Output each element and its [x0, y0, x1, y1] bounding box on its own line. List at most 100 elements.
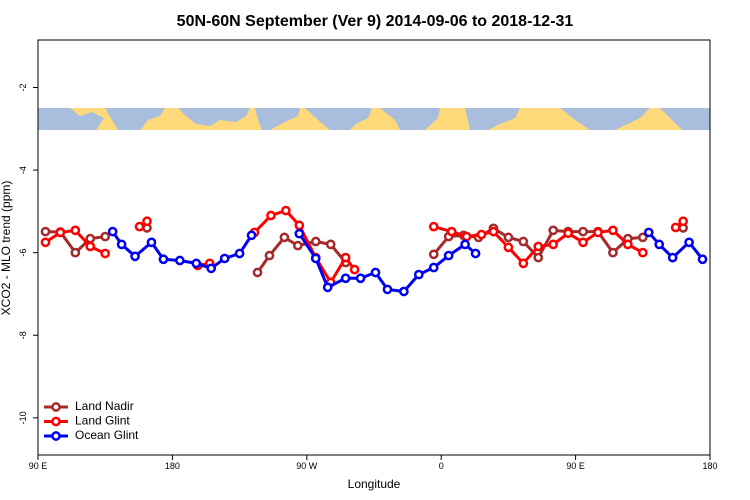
map-land: [465, 108, 520, 130]
legend-marker: [51, 402, 61, 412]
data-point: [264, 250, 275, 261]
data-point: [292, 240, 303, 251]
data-point: [608, 225, 618, 236]
y-tick-label: -10: [18, 411, 28, 424]
data-point: [654, 239, 665, 250]
data-point: [85, 233, 96, 244]
data-point: [134, 221, 145, 232]
data-point: [85, 241, 96, 252]
data-point: [460, 239, 470, 250]
data-point: [667, 252, 678, 263]
data-point: [100, 248, 111, 259]
map-land: [255, 108, 300, 130]
data-point: [325, 239, 336, 250]
data-point: [470, 248, 481, 259]
data-point: [670, 222, 681, 233]
data-point: [548, 225, 559, 236]
map-land: [105, 108, 165, 130]
data-point: [518, 236, 529, 247]
data-point: [578, 237, 588, 248]
data-point: [503, 232, 514, 243]
data-point: [428, 262, 439, 273]
legend-label: Land Nadir: [75, 399, 134, 413]
data-point: [246, 230, 257, 241]
data-point: [533, 241, 544, 252]
data-point: [116, 239, 127, 250]
map-band: [38, 108, 710, 130]
x-tick-label: 0: [439, 461, 444, 471]
data-point: [413, 269, 424, 280]
data-point: [476, 229, 487, 240]
series-line: [111, 230, 704, 293]
data-point: [461, 231, 472, 242]
x-axis-label: Longitude: [348, 477, 401, 491]
data-point: [234, 248, 245, 259]
data-point: [294, 220, 305, 231]
map-land: [38, 108, 104, 130]
data-point: [252, 267, 263, 278]
x-tick-label: 90 E: [29, 461, 48, 471]
data-point: [578, 226, 588, 237]
data-point: [593, 227, 603, 238]
data-point: [322, 282, 333, 293]
data-point: [340, 273, 351, 284]
map-land: [178, 108, 250, 126]
data-point: [355, 273, 366, 284]
data-point: [191, 258, 202, 269]
map-land: [660, 108, 710, 130]
data-point: [637, 232, 648, 243]
data-point: [428, 221, 439, 232]
data-point: [158, 254, 169, 265]
data-point: [130, 251, 140, 262]
chart-title: 50N-60N September (Ver 9) 2014-09-06 to …: [177, 13, 574, 30]
data-point: [340, 252, 351, 263]
data-point: [310, 236, 321, 247]
data-point: [279, 232, 290, 243]
data-point: [266, 210, 276, 221]
data-point: [206, 263, 217, 274]
data-point: [446, 226, 457, 237]
legend-marker: [51, 431, 61, 441]
data-point: [684, 237, 694, 248]
x-tick-label: 90 E: [566, 461, 585, 471]
legend-marker: [51, 416, 61, 427]
legend-label: Ocean Glint: [75, 428, 139, 442]
x-tick-label: 180: [165, 461, 180, 471]
y-axis-label: XCO2 - MLO trend (ppm): [0, 181, 13, 316]
data-point: [70, 247, 81, 258]
map-land: [380, 108, 440, 130]
data-point: [533, 252, 544, 263]
data-point: [70, 225, 81, 236]
data-point: [219, 253, 230, 264]
data-point: [548, 239, 559, 250]
plot-frame: [37, 39, 711, 456]
map-land: [560, 108, 650, 130]
data-point: [518, 258, 529, 269]
data-point: [637, 247, 648, 258]
data-point: [428, 249, 439, 260]
data-point: [349, 264, 360, 275]
data-point: [563, 228, 573, 239]
data-point: [40, 226, 51, 237]
x-tick-label: 180: [702, 461, 717, 471]
data-point: [281, 205, 291, 216]
data-point: [294, 228, 305, 239]
data-point: [146, 237, 157, 248]
y-tick-label: -6: [18, 249, 28, 257]
x-tick-label: 90 W: [296, 461, 318, 471]
data-point: [697, 254, 708, 265]
data-point: [623, 239, 633, 250]
y-tick-label: -2: [18, 83, 28, 91]
map-land: [305, 108, 372, 130]
data-point: [608, 247, 618, 258]
data-point: [142, 216, 152, 227]
y-tick-label: -8: [18, 331, 28, 339]
data-point: [399, 286, 409, 297]
data-point: [382, 284, 393, 295]
data-point: [55, 227, 66, 238]
data-point: [678, 216, 688, 227]
data-point: [40, 237, 51, 248]
data-point: [643, 227, 654, 238]
data-point: [503, 242, 514, 253]
